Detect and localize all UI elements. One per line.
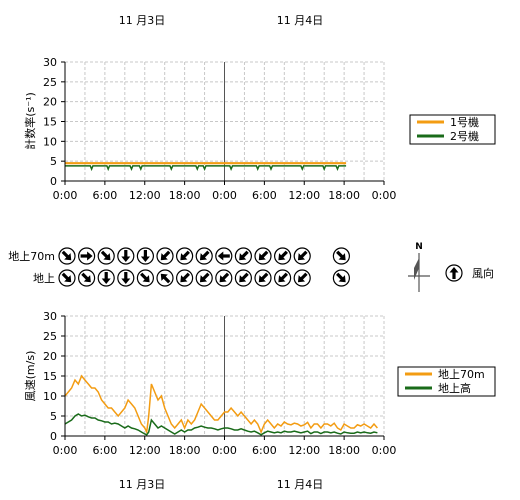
wind-speed-ytick-label: 25 [43,330,57,343]
wind-direction-arrow-icon [332,247,350,265]
wind-speed-ytick-label: 0 [50,430,57,443]
wind-row-label-70m: 地上70m [8,250,55,263]
wind-speed-xtick-label: 6:00 [252,444,277,457]
wind-speed-xtick-label: 12:00 [129,444,161,457]
wind-direction-arrow-icon [274,269,292,287]
wind-speed-y-axis-label: 風速(m/s) [24,351,37,402]
count-rate-axes: 0 5 10 15 20 25 30 0:00 6:00 12:00 18:00 0:00 6:00 12… [43,56,396,202]
wind-speed-ytick-label: 5 [50,410,57,423]
count-rate-ytick-label: 5 [50,155,57,168]
compass-needle-icon [408,253,430,292]
wind-speed-series [64,374,378,436]
legend-label-70m: 地上70m [438,368,485,381]
wind-direction-icons [58,247,350,287]
wind-direction-arrow-icon [136,269,154,287]
legend-label-unit2: 2号機 [450,129,479,143]
compass-indicator: N [408,242,430,292]
wind-speed-xtick-label: 18:00 [169,444,201,457]
wind-arrow-north-icon [445,264,463,282]
date-label-day2-top: 11 月4日 [277,14,324,27]
wind-direction-arrow-icon [156,247,174,265]
wind-direction-arrow-icon [234,247,252,265]
count-rate-grid [64,61,385,181]
wind-speed-xtick-label: 0:00 [53,444,78,457]
wind-speed-xtick-label: 6:00 [93,444,118,457]
wind-speed-legend: 地上70m 地上高 [397,366,496,397]
wind-direction-arrow-icon [117,247,135,265]
wind-direction-arrow-icon [58,247,76,265]
wind-direction-arrow-icon [215,269,233,287]
wind-direction-arrow-icon [97,247,115,265]
count-rate-ytick-label: 25 [43,76,57,89]
wind-row-label-ground: 地上 [33,272,55,285]
wind-speed-chart: 0 5 10 15 20 25 30 0:00 6:00 12:00 18:00 0:00 6:00 12… [24,310,396,457]
wind-direction-arrow-icon [117,269,135,287]
wind-direction-arrow-icon [58,269,76,287]
wind-direction-arrow-icon [195,247,213,265]
date-label-day1-top: 11 月3日 [119,14,166,27]
wind-direction-arrow-icon [136,247,154,265]
wind-direction-arrow-icon [234,269,252,287]
wind-direction-arrow-icon [254,247,272,265]
wind-direction-arrow-icon [176,269,194,287]
count-rate-xtick-label: 18:00 [169,189,201,202]
wind-direction-arrow-icon [77,247,96,265]
compass-north-label: N [415,242,423,252]
count-rate-ytick-label: 15 [43,116,57,129]
count-rate-ytick-label: 20 [43,96,57,109]
count-rate-ytick-label: 10 [43,135,57,148]
wind-speed-axes: 0 5 10 15 20 25 30 0:00 6:00 12:00 18:00 0:00 6:00 12… [43,310,396,457]
count-rate-xtick-label: 6:00 [93,189,118,202]
wind-speed-ytick-label: 15 [43,370,57,383]
count-rate-xtick-label: 12:00 [129,189,161,202]
wind-direction-panel: 地上70m 地上 [8,247,350,287]
wind-direction-arrow-icon [293,247,311,265]
wind-speed-ytick-label: 20 [43,350,57,363]
wind-direction-arrow-icon [77,269,96,287]
wind-direction-legend-label: 風向 [472,266,494,280]
date-label-day2-bottom: 11 月4日 [277,478,324,491]
wind-direction-arrow-icon [176,247,194,265]
count-rate-chart: 0 5 10 15 20 25 30 0:00 6:00 12:00 18:00 0:00 6:00 12… [23,56,396,202]
wind-direction-arrow-icon [97,269,115,287]
wind-speed-ytick-label: 30 [43,310,57,323]
count-rate-series [65,162,347,172]
wind-direction-arrow-icon [195,269,213,287]
count-rate-y-axis-label: 計数率(s⁻¹) [23,92,37,150]
count-rate-xtick-label: 0:00 [212,189,237,202]
count-rate-legend: 1号機 2号機 [409,114,496,145]
wind-speed-series-line-1 [64,374,378,435]
count-rate-xtick-label: 12:00 [288,189,320,202]
wind-speed-xtick-label: 18:00 [328,444,360,457]
count-rate-xtick-label: 0:00 [372,189,397,202]
count-rate-ytick-label: 0 [50,175,57,188]
legend-label-ground: 地上高 [438,381,471,395]
count-rate-series-line-2 [65,165,347,172]
count-rate-xtick-label: 0:00 [53,189,78,202]
wind-speed-xtick-label: 0:00 [372,444,397,457]
count-rate-xtick-label: 18:00 [328,189,360,202]
wind-direction-arrow-icon [215,247,233,265]
wind-direction-arrow-icon [254,269,272,287]
wind-direction-arrow-icon [274,247,292,265]
wind-direction-arrow-icon [156,269,174,287]
count-rate-xtick-label: 6:00 [252,189,277,202]
wind-speed-grid [64,315,385,436]
legend-label-unit1: 1号機 [450,115,479,129]
wind-speed-ytick-label: 10 [43,390,57,403]
count-rate-ytick-label: 30 [43,56,57,69]
date-label-day1-bottom: 11 月3日 [119,478,166,491]
wind-speed-xtick-label: 12:00 [288,444,320,457]
wind-direction-arrow-icon [332,269,350,287]
wind-speed-series-line-2 [64,413,378,436]
wind-direction-arrow-icon [293,269,311,287]
wind-direction-legend: 風向 [445,264,494,282]
wind-speed-xtick-label: 0:00 [212,444,237,457]
